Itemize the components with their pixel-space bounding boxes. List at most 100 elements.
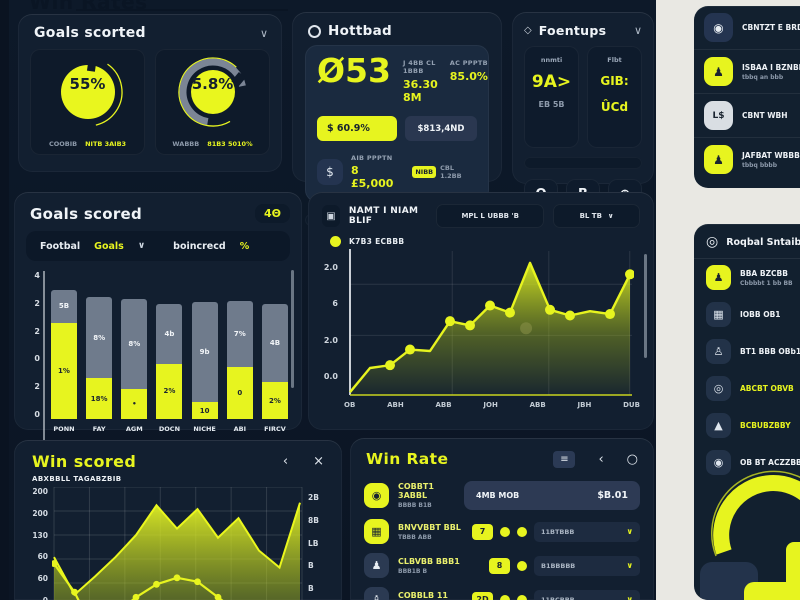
sidebar-top-items: ◉ CBNTZT E BRDTN ♟ ISBAA I BZNBNBtbbq an bb… <box>694 6 800 181</box>
page-title: Win Rates <box>29 0 148 14</box>
bar-stack[interactable]: 8% 18% <box>86 296 113 419</box>
panel-trend-chart: ▣ NAMT I NIAM BLIF MPL L UBBB 'B BL TB ∨… <box>308 192 654 430</box>
sidebar-stats-panel: ◎ Roqbal Sntaibe ♟ BBA BZCBB Cbbbbt 1 bb B… <box>694 224 800 600</box>
chart-subtitle: ABXBBLL TAGABZBIB <box>32 475 122 483</box>
stat-value: 85.0% <box>449 70 488 83</box>
sidebar-item[interactable]: ♙ BT1 BBB OBb1 <box>694 333 800 370</box>
list-item-subtitle: BBBB B1B <box>398 502 432 509</box>
x-axis-label: ABH <box>387 401 404 409</box>
back-icon[interactable]: ‹ <box>282 454 289 469</box>
bar-stack[interactable]: 9b 10 <box>191 302 218 419</box>
trend-svg <box>349 249 634 396</box>
filter-dropdown-2[interactable]: BL TB ∨ <box>553 204 640 228</box>
status-dot <box>500 526 510 537</box>
dropdown-button[interactable]: 11BCBBB ∨ <box>534 589 640 600</box>
donut-card-1[interactable]: 55% COOBIB NITB 3AIB3 <box>30 49 145 155</box>
scrollbar[interactable] <box>291 270 294 388</box>
progress-bar[interactable]: $ 60.9% <box>317 116 397 141</box>
sidebar-title: Roqbal Sntaibe <box>726 236 800 248</box>
bar-chart-bars: 5B 1% 8% 18% 8% • 4b 2% 9b 10 7% 0 4B 2% <box>51 271 288 419</box>
dropdown-label: MPL L UBBB 'B <box>461 212 519 220</box>
sidebar-item[interactable]: ♟ BBA BZCBB Cbbbbt 1 bb BB <box>694 259 800 296</box>
bar-stack[interactable]: 4b 2% <box>156 304 183 419</box>
bar-stack[interactable]: 8% • <box>121 298 148 419</box>
circle-icon[interactable]: ○ <box>626 451 638 467</box>
bar-column: 4b 2% <box>156 271 183 419</box>
bar-stack[interactable]: 4B 2% <box>261 304 288 419</box>
panel-title: Win Rate <box>366 450 449 468</box>
donut-footer-label: WABBB <box>172 140 200 148</box>
sidebar-item[interactable]: L$ CBNT WBH <box>694 94 800 138</box>
status-dot <box>517 560 527 571</box>
dropdown-label: 11BCBBB <box>541 595 575 600</box>
y-axis-tick: 130 <box>32 530 48 540</box>
list-item[interactable]: ♙ COBBLB 11BBBBB BB 2D 11BCBBB ∨ <box>364 587 640 600</box>
footer-stat-value: 8 £5,000 <box>351 164 394 190</box>
scrollbar[interactable] <box>644 254 647 358</box>
bar-segment-gray: 9b <box>191 302 218 403</box>
list-item[interactable]: ◉ COBBT1 3ABBL BBBB B1B 4MB MOB $B.01 <box>364 481 640 510</box>
sidebar-item-label: BT1 BBB OBb1 <box>740 347 800 356</box>
x-axis-label: JOH <box>483 401 498 409</box>
list-item-icon: ♟ <box>364 553 389 578</box>
dropdown-button[interactable]: 11BTBBB ∨ <box>534 521 640 542</box>
list-item[interactable]: ▦ BNVVBBT BBL TBBB ABB 7 11BTBBB ∨ <box>364 519 640 544</box>
filter-dropdown-1[interactable]: MPL L UBBB 'B <box>436 204 545 228</box>
bar-segment-gray: 4b <box>156 304 183 364</box>
bar-segment-yellow: • <box>121 389 148 419</box>
sidebar-item[interactable]: ◉ CBNTZT E BRDTN <box>694 6 800 50</box>
bar-segment-yellow: 2% <box>261 382 288 419</box>
dropdown-label: B1BBBBB <box>541 561 576 570</box>
menu-icon[interactable]: ≡ <box>553 450 576 468</box>
bar-segment-yellow: 10 <box>191 402 218 419</box>
list-item-title: COBBLB 11 <box>398 590 448 600</box>
chevron-down-icon[interactable]: ∨ <box>259 26 268 40</box>
filter-unit[interactable]: % <box>239 240 250 252</box>
value-pill-button[interactable]: 4MB MOB $B.01 <box>464 481 640 510</box>
chevron-down-icon[interactable]: ∨ <box>137 241 146 251</box>
bar-value-label: 10 <box>199 406 210 415</box>
dropdown-label: BL TB <box>579 212 602 220</box>
diamond-icon: ◇ <box>524 25 532 36</box>
bar-stack[interactable]: 5B 1% <box>51 289 77 419</box>
sidebar-item[interactable]: ◉ OB BT ACZZBB <box>694 444 800 481</box>
ring-icon: ◎ <box>706 234 719 250</box>
y-axis-tick: 0.0 <box>323 371 338 381</box>
footer-stat-label: AIB PPPTN <box>351 154 393 162</box>
list-item-text: CLBVBB BBB1 BBB1B B <box>398 557 480 575</box>
sidebar-item[interactable]: ▦ IOBB OB1 <box>694 296 800 333</box>
back-icon[interactable]: ‹ <box>598 451 604 467</box>
chevron-down-icon[interactable]: ∨ <box>633 24 642 37</box>
dropdown-button[interactable]: B1BBBBB ∨ <box>534 555 640 576</box>
status-dot <box>517 594 527 600</box>
list-item-text: BNVVBBT BBL TBBB ABB <box>398 523 463 541</box>
sidebar-item[interactable]: ♟ JAFBAT WBBBIBtbbq bbbb <box>694 138 800 181</box>
y-axis-tick: 2 <box>34 298 40 308</box>
sidebar-item[interactable]: ▲ BCBUBZBBY <box>694 407 800 444</box>
stat-mini-card-2[interactable]: Flbt GIB: ÛCd <box>587 46 642 148</box>
sidebar-item-text: ISBAA I BZNBNBtbbq an bbb <box>742 63 800 81</box>
filter-mode[interactable]: boincrecd <box>173 240 226 252</box>
donut-card-2[interactable]: 5.8% WABBB 81B3 5010% <box>155 49 270 155</box>
close-icon[interactable]: × <box>313 454 324 469</box>
filter-metric[interactable]: Goals <box>94 240 124 252</box>
bar-value-label: 8% <box>128 340 141 349</box>
stat-mini-card-1[interactable]: nnmti 9A> EB 5B <box>524 46 579 148</box>
amount-button[interactable]: $813,4ND <box>405 116 477 141</box>
status-badge: NIBB <box>412 166 437 178</box>
panel-football-stats: Hottbad Ø53 J 4BB CL 1BBB 36.30 8M AC PP… <box>292 12 502 226</box>
y-axis-tick: 4 <box>34 271 40 280</box>
sidebar-top-panel: ◉ CBNTZT E BRDTN ♟ ISBAA I BZNBNBtbbq an bb… <box>694 6 800 188</box>
sidebar-item[interactable]: ◎ ABCBT OBVB <box>694 370 800 407</box>
mini-card-sub: EB 5B <box>538 100 565 109</box>
list-item[interactable]: ♟ CLBVBB BBB1 BBB1B B 8 B1BBBBB ∨ <box>364 553 640 578</box>
chevron-down-icon: ∨ <box>607 212 614 220</box>
y-axis-tick: 2 <box>34 382 40 392</box>
mini-card-glyph-1: GIB: <box>600 74 629 88</box>
sidebar-item[interactable]: ♟ ISBAA I BZNBNBtbbq an bbb <box>694 50 800 94</box>
filter-sport[interactable]: Footbal <box>40 240 81 252</box>
bar-stack[interactable]: 7% 0 <box>226 300 253 419</box>
list-item-text: COBBLB 11BBBBB BB <box>398 591 463 600</box>
list-item-text: COBBT1 3ABBL BBBB B1B <box>398 482 455 509</box>
sidebar-item-label: CBNTZT E BRDTN <box>742 23 800 32</box>
